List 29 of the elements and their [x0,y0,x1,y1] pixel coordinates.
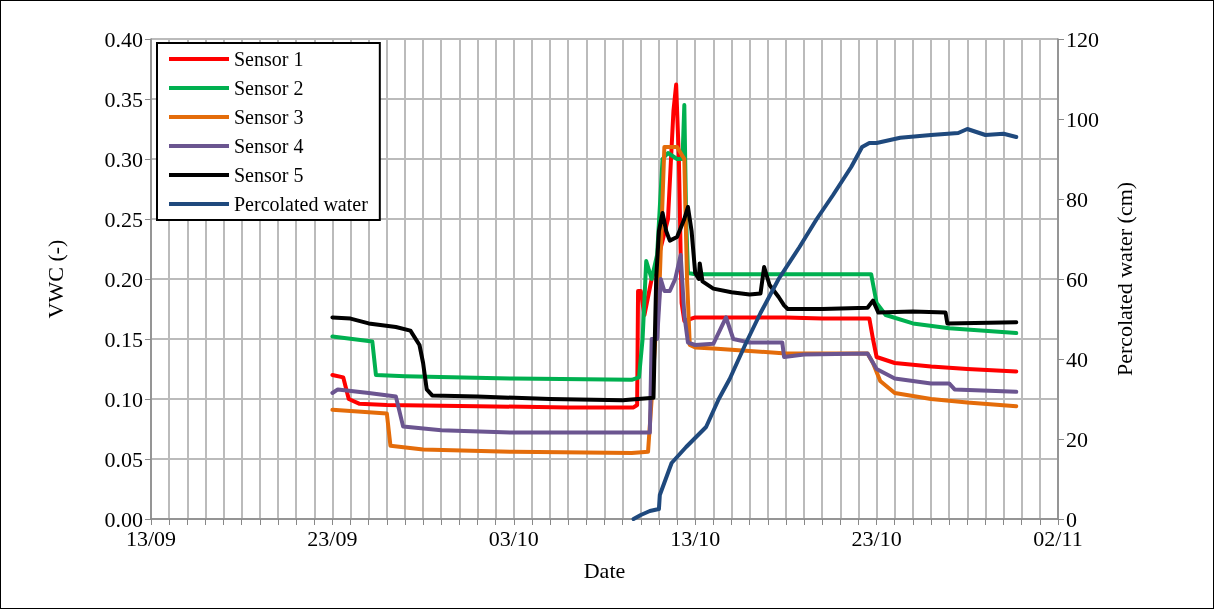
y-tick-label: 0.10 [104,386,143,412]
x-tick-label: 23/10 [851,525,902,551]
x-tick-label: 23/09 [307,525,358,551]
legend-label: Percolated water [234,193,369,215]
y-tick-label: 0.25 [104,206,143,232]
x-axis-title: Date [583,557,626,583]
y-tick-label: 0.20 [104,266,143,292]
y2-tick-label: 20 [1066,426,1088,452]
x-tick-label: 13/10 [670,525,721,551]
legend-label: Sensor 4 [234,135,304,157]
y2-tick-label: 40 [1066,346,1088,372]
y-tick-label: 0.15 [104,326,143,352]
y-tick-label: 0.00 [104,506,143,532]
legend-label: Sensor 2 [234,77,304,99]
y-tick-label: 0.35 [104,86,143,112]
y-tick-label: 0.30 [104,146,143,172]
legend-label: Sensor 5 [234,164,304,186]
y2-tick-label: 80 [1066,186,1088,212]
y-tick-label: 0.05 [104,446,143,472]
y-tick-label: 0.40 [104,26,143,52]
legend-label: Sensor 3 [234,106,304,128]
y2-tick-label: 60 [1066,266,1088,292]
legend-label: Sensor 1 [234,48,304,70]
y2-axis-title: Percolated water (cm) [1111,181,1137,377]
y2-tick-label: 120 [1066,26,1099,52]
y2-tick-label: 100 [1066,106,1099,132]
y-axis-title: VWC (-) [42,239,68,319]
x-tick-label: 03/10 [488,525,539,551]
y2-tick-label: 0 [1066,506,1077,532]
